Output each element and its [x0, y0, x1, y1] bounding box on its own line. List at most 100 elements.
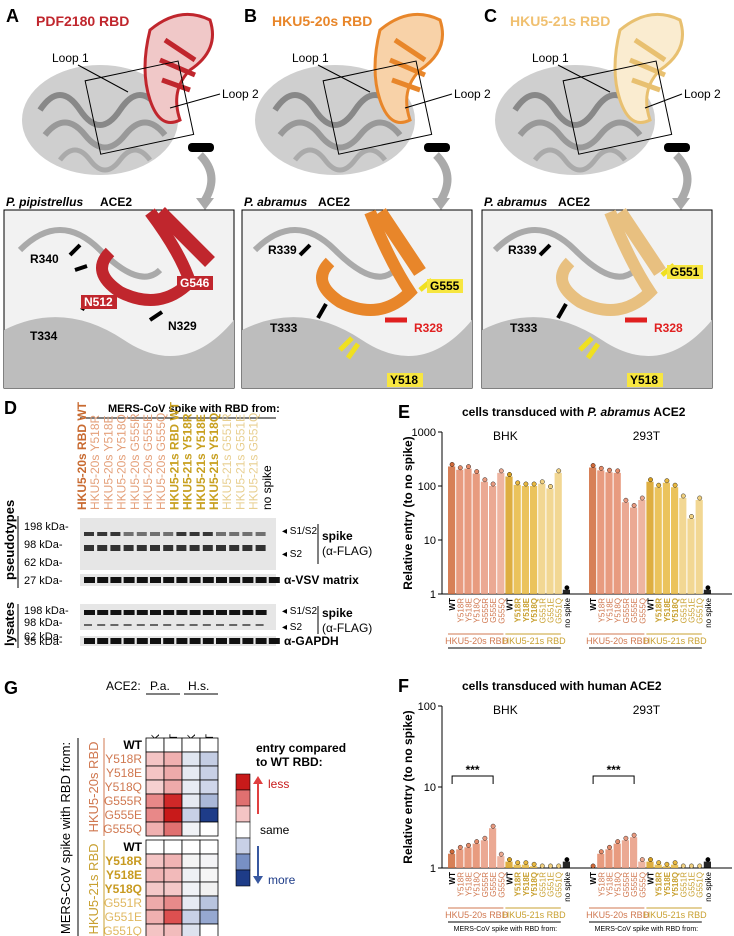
bar	[654, 864, 662, 868]
data-point	[672, 482, 678, 488]
heatmap-cell	[199, 779, 219, 795]
y-tick-label: 100	[418, 701, 436, 713]
row-label: G551R	[104, 896, 142, 910]
legend-swatch	[235, 805, 251, 823]
residue-label: R339	[268, 243, 297, 257]
y-tick-label: 1	[430, 863, 436, 875]
category-label: Y518Q	[614, 872, 623, 897]
category-label: Y518E	[465, 872, 474, 896]
data-point	[548, 863, 553, 869]
blot-band	[84, 577, 95, 583]
category-label: G551R	[538, 598, 547, 624]
residue-badge	[177, 276, 213, 290]
legend-title: to WT RBD:	[256, 755, 323, 769]
category-label: Y518E	[606, 872, 615, 896]
residue-badge	[81, 295, 117, 309]
data-point	[631, 503, 637, 508]
y-axis-label: Relative entry (to no spike)	[401, 436, 415, 589]
blot-band	[229, 577, 241, 583]
band-label: ◂ S2	[282, 622, 302, 633]
lane-labels: HKU5-20s RBD WT HKU5-20s Y518R HKU5-20s Y5…	[75, 401, 274, 510]
data-point	[639, 857, 645, 862]
lane-label: HKU5-20s Y518R	[88, 415, 102, 510]
blot-band	[123, 545, 134, 551]
heatmap-cell	[199, 881, 219, 897]
blot-band	[189, 638, 201, 644]
bar	[497, 856, 505, 868]
panel-letter: G	[4, 678, 18, 698]
data-point	[607, 844, 612, 850]
blot-band	[150, 532, 160, 536]
bar	[630, 837, 638, 868]
heatmap-cell	[145, 909, 165, 925]
bar	[456, 469, 464, 594]
flag-label: (α-FLAG)	[322, 621, 372, 635]
data-point	[607, 467, 612, 473]
bar	[480, 840, 488, 868]
panel-a: A PDF2180 RBD Loop 1 Loop 2 P. pipistrel…	[3, 6, 259, 389]
category-label: G551Q	[555, 872, 564, 898]
category-label: G555E	[630, 598, 639, 623]
blot-band	[123, 638, 135, 644]
blot-band	[216, 532, 226, 536]
legend-swatch	[235, 853, 251, 871]
category-label: Y518R	[655, 598, 664, 623]
inset-title-ace2: ACE2	[318, 195, 350, 209]
residue-badge	[667, 265, 703, 279]
blot-band	[229, 532, 240, 536]
row-label: G555E	[105, 808, 142, 822]
lysates-label: lysates	[2, 602, 17, 646]
band-label: ◂ S2	[282, 549, 302, 560]
bar	[630, 507, 638, 594]
data-point	[564, 585, 570, 591]
row-label: G551E	[105, 910, 142, 924]
blot-band	[202, 624, 211, 626]
heatmap-cell	[145, 923, 165, 936]
data-point	[490, 481, 496, 487]
bar	[505, 476, 513, 594]
residue-label: N512	[84, 295, 113, 309]
panel-letter: C	[484, 6, 497, 26]
blot-band	[242, 624, 251, 626]
panel-letter: B	[244, 6, 257, 26]
blot-band	[97, 624, 106, 626]
category-label: Y518Q	[530, 598, 539, 623]
blot-band	[84, 638, 95, 644]
category-label: Y518E	[663, 871, 672, 896]
blot-band	[163, 624, 172, 626]
residue-label: R339	[508, 243, 537, 257]
bar	[472, 843, 480, 868]
row-label: Y518Q	[105, 882, 142, 896]
heatmap-cell	[145, 765, 165, 781]
inset-title-species: P. abramus	[484, 195, 547, 209]
category-label: WT	[448, 872, 457, 885]
bar	[464, 468, 472, 594]
blot-band	[189, 532, 200, 536]
blot-band	[110, 532, 121, 536]
bar	[646, 861, 654, 868]
blot-band	[242, 638, 254, 644]
mw-marker: 35 kDa-	[24, 636, 63, 648]
heatmap-cell	[145, 895, 165, 911]
blot-band	[163, 638, 175, 644]
heatmap-cell	[199, 853, 219, 869]
bar	[562, 589, 570, 594]
data-point	[598, 465, 604, 471]
bar	[505, 861, 513, 868]
mw-marker: 27 kDa-	[24, 575, 63, 587]
blot-band	[123, 610, 135, 615]
bar	[521, 486, 529, 594]
blot-band	[255, 610, 267, 615]
category-label: Y518Q	[473, 872, 482, 897]
blot-band	[268, 638, 280, 644]
data-point	[449, 462, 455, 467]
heatmap-cell	[181, 765, 201, 781]
blot-band	[84, 532, 94, 536]
blot-band	[136, 532, 147, 536]
heatmap-cell	[199, 909, 219, 925]
blot-band	[97, 577, 109, 583]
row-label: Y518E	[106, 868, 142, 882]
residue-label: R328	[414, 321, 443, 335]
bar	[497, 472, 505, 594]
data-point	[615, 468, 621, 474]
